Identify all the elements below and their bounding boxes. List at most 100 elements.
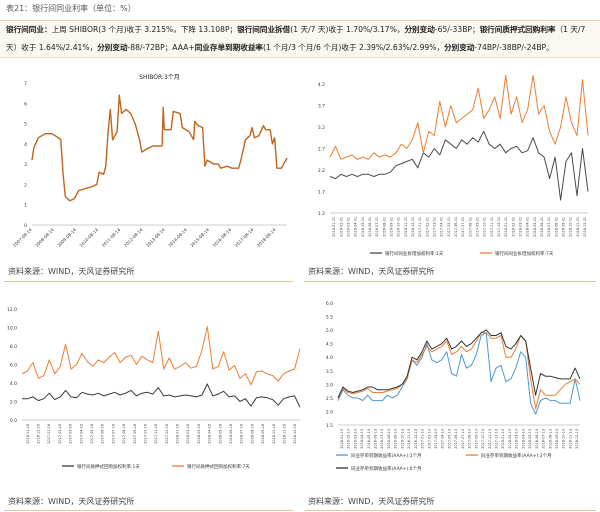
y-tick-label: 8.0 xyxy=(10,344,17,350)
x-tick-label: 2017-05-01 xyxy=(447,217,451,237)
x-tick-label: 2017-08-13 xyxy=(468,429,472,449)
y-tick-label: 3.7 xyxy=(318,104,325,110)
source-note: 资料来源：WIND，天风证券研究所 xyxy=(308,267,435,276)
x-tick-label: 2016-04-01 xyxy=(354,217,358,237)
y-tick-label: 1.2 xyxy=(318,211,325,217)
x-tick-label: 2009-08-14 xyxy=(56,227,77,248)
x-tick-label: 2017-10-13 xyxy=(481,429,485,449)
y-tick-label: 6.0 xyxy=(326,301,333,307)
x-tick-label: 2018-01-01 xyxy=(504,217,508,237)
x-tick-label: 2016-05-01 xyxy=(361,217,365,237)
x-tick-label: 2018-09-16 xyxy=(261,424,265,444)
summary-text: （1 天/7 天）收于 1.64%/2.41%， xyxy=(6,25,586,52)
x-tick-label: 2017-09-16 xyxy=(133,424,137,444)
x-tick-label: 2018-02-01 xyxy=(511,217,515,237)
x-tick-label: 2018-05-13 xyxy=(528,429,532,449)
x-tick-label: 2018-02-13 xyxy=(508,429,512,449)
y-tick-label: 4.0 xyxy=(326,355,333,361)
x-tick-label: 2016-06-01 xyxy=(368,217,372,237)
x-tick-label: 2018-11-01 xyxy=(576,217,580,237)
legend-label: 同业存单到期收益率(AAA+):1个月 xyxy=(351,452,422,459)
x-tick-label: 2018-08-14 xyxy=(256,227,277,248)
x-tick-label: 2018-10-16 xyxy=(272,424,276,444)
x-tick-label: 2016-08-01 xyxy=(382,217,386,237)
y-tick-label: 3.0 xyxy=(326,382,333,388)
summary-text: 同业存单到期收益率 xyxy=(194,43,264,52)
y-tick-label: 0.0 xyxy=(10,418,17,424)
x-tick-label: 2018-08-13 xyxy=(548,429,552,449)
y-tick-label: 5.0 xyxy=(326,328,333,334)
y-tick-label: 2.5 xyxy=(326,396,333,402)
x-tick-label: 2012-08-14 xyxy=(123,227,144,248)
divider xyxy=(304,281,596,282)
y-tick-label: 2 xyxy=(24,182,27,188)
x-tick-label: 2017-12-13 xyxy=(494,429,498,449)
x-tick-label: 2016-01-01 xyxy=(332,217,336,237)
summary-text: -88/-72BP；AAA+ xyxy=(127,43,195,52)
x-tick-label: 2018-01-13 xyxy=(501,429,505,449)
x-tick-label: 2016-11-13 xyxy=(407,429,411,449)
x-tick-label: 2016-05-13 xyxy=(367,429,371,449)
divider xyxy=(4,510,294,511)
x-tick-label: 2017-03-16 xyxy=(69,424,73,444)
x-tick-label: 2017-04-16 xyxy=(79,424,83,444)
x-tick-label: 2017-08-16 xyxy=(122,424,126,444)
y-tick-label: 6 xyxy=(24,101,27,107)
y-tick-label: 4.5 xyxy=(326,342,333,348)
y-tick-label: 3 xyxy=(24,162,27,168)
x-tick-label: 2015-08-14 xyxy=(189,227,210,248)
x-tick-label: 2018-02-16 xyxy=(186,424,190,444)
source-note: 资料来源：WIND，天风证券研究所 xyxy=(308,497,435,506)
y-tick-label: 3.2 xyxy=(318,125,325,131)
x-tick-label: 2017-02-01 xyxy=(425,217,429,237)
x-tick-label: 2018-04-13 xyxy=(521,429,525,449)
x-tick-label: 2017-05-13 xyxy=(447,429,451,449)
x-tick-label: 2018-04-01 xyxy=(526,217,530,237)
series-line-0 xyxy=(31,94,288,202)
table-title: 表21：银行间同业利率（单位：%） xyxy=(6,4,136,13)
x-tick-label: 2017-07-16 xyxy=(111,424,115,444)
x-tick-label: 2011-08-14 xyxy=(101,227,122,248)
x-tick-label: 2018-09-01 xyxy=(561,217,565,237)
x-tick-label: 2016-11-01 xyxy=(404,217,408,237)
x-tick-label: 2016-11-16 xyxy=(26,424,30,444)
x-tick-label: 2016-02-01 xyxy=(339,217,343,237)
x-tick-label: 2017-06-01 xyxy=(454,217,458,237)
x-tick-label: 2018-05-01 xyxy=(533,217,537,237)
x-tick-label: 2017-11-01 xyxy=(490,217,494,237)
x-tick-label: 2017-02-16 xyxy=(58,424,62,444)
series-line-1 xyxy=(21,326,301,386)
x-tick-label: 2018-07-13 xyxy=(542,429,546,449)
x-tick-label: 2018-07-16 xyxy=(240,424,244,444)
x-tick-label: 2018-04-16 xyxy=(208,424,212,444)
x-tick-label: 2016-07-01 xyxy=(375,217,379,237)
x-tick-label: 2018-03-13 xyxy=(515,429,519,449)
x-tick-label: 2017-04-13 xyxy=(441,429,445,449)
x-tick-label: 2017-08-01 xyxy=(468,217,472,237)
divider xyxy=(304,510,596,511)
chart-title: SHIBOR:3个月 xyxy=(139,74,180,81)
y-tick-label: 2.0 xyxy=(326,409,333,415)
x-tick-label: 2017-08-14 xyxy=(234,227,255,248)
x-tick-label: 2017-12-16 xyxy=(165,424,169,444)
x-tick-label: 2016-03-13 xyxy=(353,429,357,449)
x-tick-label: 2016-04-13 xyxy=(360,429,364,449)
x-tick-label: 2018-03-16 xyxy=(197,424,201,444)
x-tick-label: 2017-02-13 xyxy=(427,429,431,449)
x-tick-label: 2017-03-01 xyxy=(432,217,436,237)
y-tick-label: 4 xyxy=(24,142,27,148)
x-tick-label: 2018-01-16 xyxy=(176,424,180,444)
legend-label: 银行间同业拆借加权利率:1天 xyxy=(385,250,444,257)
y-tick-label: 1.5 xyxy=(326,423,333,429)
y-tick-label: 12.0 xyxy=(7,307,17,313)
x-tick-label: 2018-08-16 xyxy=(250,424,254,444)
source-note: 资料来源：WIND，天风证券研究所 xyxy=(8,497,135,506)
x-tick-label: 2018-12-01 xyxy=(583,217,587,237)
summary-text: 上周 SHIBOR(3 个月)收于 3.215%，下降 13.108P； xyxy=(51,25,238,34)
legend-label: 银行间同业拆借加权利率:7天 xyxy=(495,250,554,257)
x-tick-label: 2017-03-13 xyxy=(434,429,438,449)
x-tick-label: 2017-10-01 xyxy=(483,217,487,237)
y-tick-label: 7 xyxy=(24,81,27,87)
summary-text: 银行间同业拆借 xyxy=(237,25,291,34)
